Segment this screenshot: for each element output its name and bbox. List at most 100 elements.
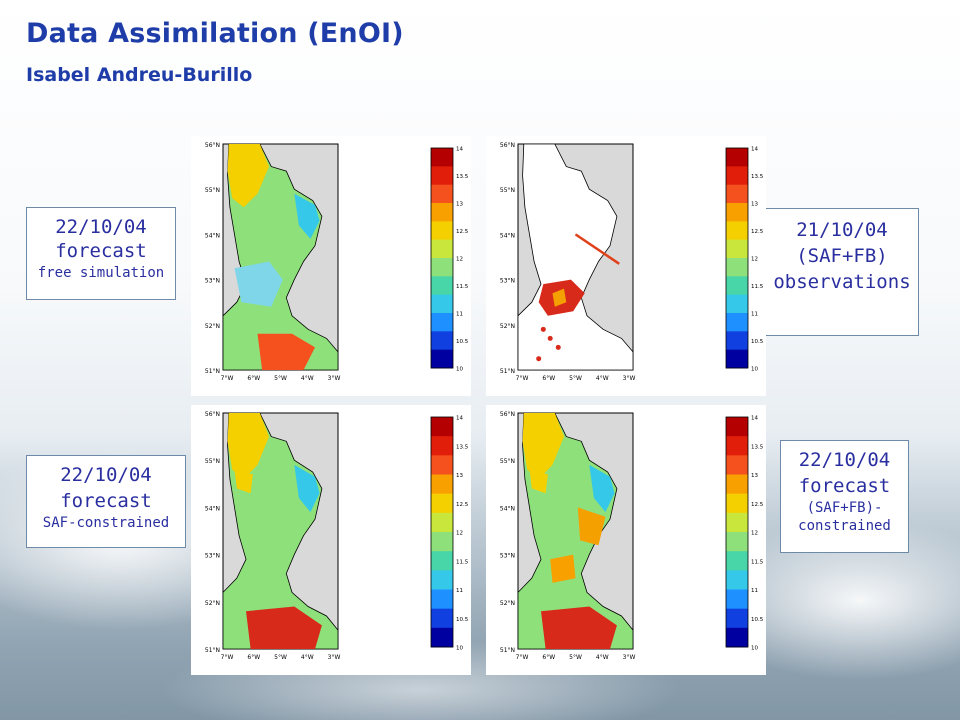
sea-area [517,412,634,650]
label-kind: forecast [798,475,891,497]
sea-area [222,412,339,650]
map-panel-forecast-saf: 56°N 55°N 54°N 53°N 52°N 51°N 7°W 6°W 5°W 4°W 3°W 1… [191,405,471,675]
colorbar-tick-label: 11.5 [456,284,469,290]
lon-tick-label: 3°W [328,375,341,382]
label-detail-line2: constrained [798,518,891,534]
label-detail: free simulation [37,265,165,281]
observation-point [547,335,553,341]
colorbar-segment [726,493,748,514]
lat-tick-label: 56°N [500,411,515,418]
colorbar-segment [431,313,453,332]
cool-water-region [589,464,615,513]
colorbar-tick-label: 14 [751,147,758,153]
lon-tick-label: 3°W [623,375,636,382]
colorbar-tick-label: 12.5 [456,502,469,508]
label-top-right: 21/10/04 (SAF+FB) observations [765,208,919,336]
lat-tick-label: 54°N [205,232,220,239]
colorbar-tick-label: 11.5 [456,559,469,565]
colorbar-segment [726,221,748,241]
colorbar-tick-label: 12.5 [456,229,469,235]
lon-tick-label: 7°W [221,654,234,661]
lon-tick-label: 5°W [569,654,582,661]
colorbar-tick-label: 11 [456,312,463,318]
label-top-left: 22/10/04 forecast free simulation [26,207,176,300]
observation-point [555,344,561,350]
colorbar-segment [726,184,748,204]
label-date: 22/10/04 [798,449,891,471]
lat-tick-label: 53°N [205,553,220,560]
colorbar-segment [726,294,748,314]
colorbar-segment [431,349,453,369]
map-frame [222,412,339,650]
warm-water-region [227,413,269,480]
colorbar-segment [726,455,748,475]
colorbar-tick-label: 13 [751,473,758,479]
colorbar-tick-label: 11 [751,588,758,594]
warm-water-region [577,507,606,546]
sst-map-forecast-free: 56°N 55°N 54°N 53°N 52°N 51°N7°W 6°W 5°W 4°W 3°W 1… [205,142,469,382]
colorbar-tick-label: 14 [751,416,758,422]
colorbar-segment [431,532,453,552]
lon-tick-label: 7°W [516,375,529,382]
lat-tick-label: 52°N [205,323,220,330]
cool-water-region [234,261,283,307]
colorbar: 14 13.5 13 12.5 12 11.5 11 10.5 10 [430,147,469,373]
map-panel-forecast-saffb: 56°N 55°N 54°N 53°N 52°N 51°N 7°W 6°W 5°W 4°W 3°W 1… [486,405,766,675]
colorbar-tick-label: 11 [456,588,463,594]
observation-point [540,326,546,332]
colorbar-segment [431,570,453,590]
colorbar-tick-label: 14 [456,147,463,153]
colorbar-tick-label: 11.5 [751,559,764,565]
colorbar-segment [726,148,748,167]
label-detail-line1: (SAF+FB)- [806,500,883,516]
map-frame [222,143,339,371]
colorbar-tick-label: 13.5 [751,174,764,180]
colorbar-tick-label: 13 [751,202,758,208]
colorbar-border [725,147,749,369]
colorbar-segment [726,532,748,552]
colorbar-segment [726,166,748,186]
lat-tick-label: 52°N [500,600,515,607]
author-name: Isabel Andreu-Burillo [26,64,253,86]
lat-tick-label: 54°N [500,505,515,512]
colorbar-segment [431,184,453,204]
lat-tick-label: 53°N [500,553,515,560]
lat-tick-label: 51°N [500,647,515,654]
lat-tick-label: 52°N [205,600,220,607]
lon-tick-label: 4°W [596,654,609,661]
colorbar-tick-label: 10 [751,367,758,373]
observation-track [574,233,620,265]
colorbar-segment [726,349,748,369]
colorbar-segment [431,512,453,533]
label-detail: SAF-constrained [42,515,170,531]
colorbar-segment [726,608,748,629]
lat-tick-label: 51°N [500,368,515,375]
lon-tick-label: 7°W [221,375,234,382]
sst-map-observations: 56°N 55°N 54°N 53°N 52°N 51°N7°W 6°W 5°W 4°W 3°W 1… [500,142,764,382]
colorbar-tick-label: 13.5 [456,174,469,180]
colorbar-segment [431,203,453,222]
hot-water-region [246,606,322,649]
colorbar-tick-label: 14 [456,416,463,422]
warm-water-region [227,144,269,208]
colorbar: 14 13.5 13 12.5 12 11.5 11 10.5 10 [725,147,764,373]
colorbar-segment [431,589,453,610]
observation-patch [552,288,567,307]
lat-tick-label: 56°N [500,142,515,149]
colorbar-tick-label: 10.5 [456,339,469,345]
lon-tick-label: 6°W [247,375,260,382]
colorbar: 14 13.5 13 12.5 12 11.5 11 10.5 10 [430,416,469,652]
colorbar-segment [431,455,453,475]
warm-water-region [529,469,548,494]
colorbar-segment [431,474,453,495]
lon-tick-label: 4°W [301,375,314,382]
colorbar-tick-label: 12 [456,531,463,537]
hot-water-region [541,606,617,649]
colorbar-tick-label: 10 [456,367,463,373]
colorbar-segment [726,512,748,533]
colorbar-segment [431,627,453,648]
warm-water-region [522,413,564,480]
colorbar-segment [726,436,748,456]
lat-tick-label: 56°N [205,411,220,418]
